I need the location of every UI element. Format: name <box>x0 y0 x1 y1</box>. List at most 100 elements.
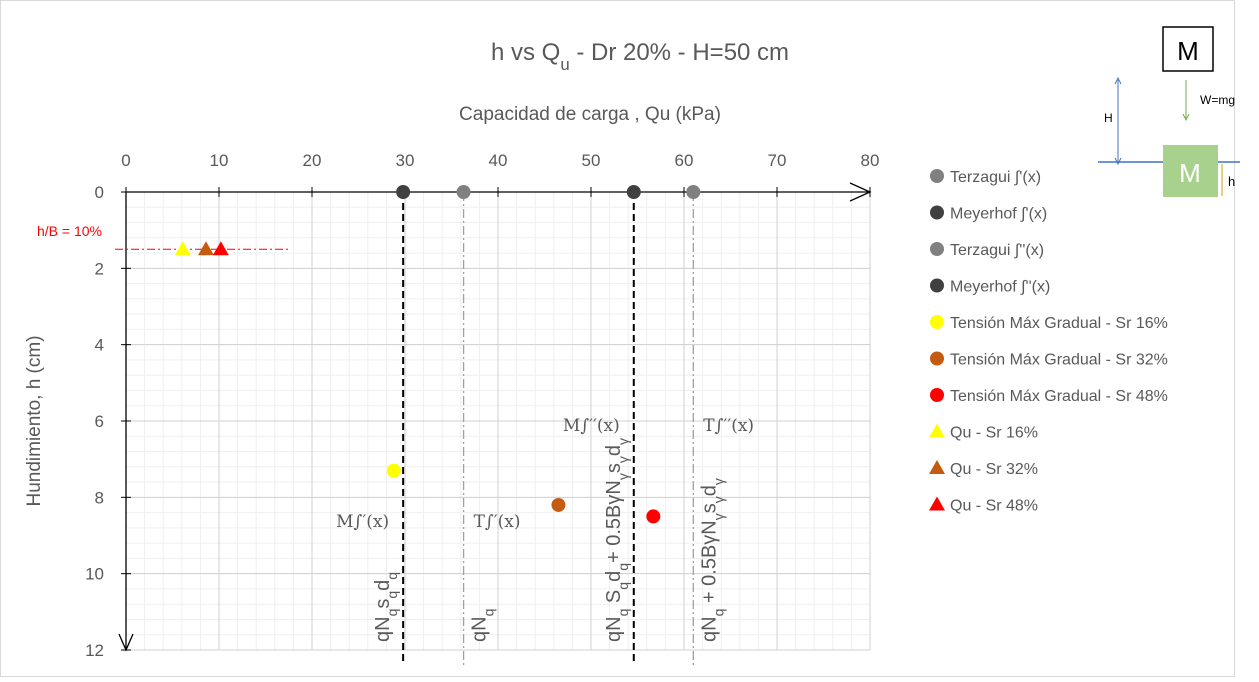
text-part: h vs Q <box>491 39 560 66</box>
y-tick-label: 8 <box>95 488 104 507</box>
data-point <box>197 241 214 256</box>
legend-label: Qu - Sr 16% <box>950 425 1038 442</box>
subscript: γ <box>615 438 631 445</box>
text-part: s <box>603 463 625 473</box>
text-part: qN <box>698 616 720 642</box>
legend-marker <box>930 205 944 220</box>
legend-marker <box>929 423 945 438</box>
text-part: - Dr 20% - H=50 cm <box>570 39 789 66</box>
x-tick-label: 70 <box>768 151 787 170</box>
text-part: S <box>603 590 625 609</box>
legend-label: Tensión Máx Gradual - Sr 48% <box>950 388 1168 405</box>
legend-marker <box>930 278 944 293</box>
text-part: d <box>372 580 394 591</box>
text-part: qN <box>603 616 625 642</box>
x-tick-label: 60 <box>675 151 694 170</box>
chart-title: h vs Qu - Dr 20% - H=50 cm <box>491 39 789 74</box>
subscript: γ <box>615 473 631 480</box>
data-point <box>551 497 566 512</box>
y-axis <box>118 192 134 652</box>
inset-label: M <box>1177 36 1199 66</box>
x-tick-label: 40 <box>489 151 508 170</box>
y-tick-label: 2 <box>95 259 104 278</box>
subscript: q <box>384 609 400 617</box>
x-axis-title: Capacidad de carga , Qu (kPa) <box>459 104 721 125</box>
formula-label: qNq <box>469 609 497 642</box>
legend-label: Meyerhof ∫'(x) <box>950 206 1047 223</box>
legend-marker <box>930 388 944 402</box>
data-point <box>686 185 701 199</box>
inset-label: H <box>1104 111 1113 125</box>
legend-marker <box>930 242 944 256</box>
y-tick-label: 10 <box>85 565 104 584</box>
text-part: s <box>698 503 720 513</box>
subscript: u <box>560 55 569 74</box>
text-part: d <box>603 445 625 456</box>
subscript: q <box>615 609 631 617</box>
formula-note: T∫′′(x) <box>703 416 754 436</box>
legend-label: Terzagui ∫'(x) <box>950 169 1041 186</box>
subscript: q <box>384 572 400 580</box>
chart-border <box>0 0 1235 677</box>
data-point <box>174 241 191 256</box>
legend-label: Terzagui ∫''(x) <box>950 242 1044 259</box>
x-tick-label: 10 <box>210 151 229 170</box>
formula-note: M∫′′(x) <box>563 416 620 436</box>
subscript: γ <box>615 456 631 463</box>
formula-note: M∫′(x) <box>336 512 389 532</box>
text-part: qN <box>372 616 394 642</box>
legend-marker <box>929 496 945 511</box>
subscript: q <box>710 609 726 617</box>
text-part: d <box>698 485 720 496</box>
inset-label: M <box>1179 158 1201 188</box>
y-tick-label: 4 <box>95 336 104 355</box>
data-point <box>386 463 401 478</box>
inset-box <box>1162 26 1214 72</box>
data-point <box>212 241 229 256</box>
subscript: γ <box>710 496 726 503</box>
text-part: qN <box>469 616 491 642</box>
formula-label: qNq Sqdq+ 0.5BγNγsγdγ <box>603 438 631 642</box>
subscript: q <box>384 591 400 599</box>
data-point <box>626 185 641 199</box>
text-part: + 0.5BγN <box>603 480 625 563</box>
legend-marker <box>930 351 944 366</box>
y-tick-label: 0 <box>95 183 104 202</box>
subscript: q <box>481 609 497 617</box>
legend-label: Qu - Sr 48% <box>950 498 1038 515</box>
inset-arrow <box>1114 76 1122 166</box>
formula-label: qNqsqdq <box>372 572 400 642</box>
formula-note: T∫′(x) <box>474 512 521 532</box>
x-tick-label: 20 <box>303 151 322 170</box>
subscript: γ <box>710 478 726 485</box>
inset-block <box>1163 145 1218 197</box>
legend-label: Meyerhof ∫''(x) <box>950 279 1050 296</box>
y-tick-label: 6 <box>95 412 104 431</box>
legend-label: Tensión Máx Gradual - Sr 16% <box>950 315 1168 332</box>
legend-label: Tensión Máx Gradual - Sr 32% <box>950 352 1168 369</box>
subscript: q <box>615 582 631 590</box>
y-axis-title: Hundimiento, h (cm) <box>24 335 45 506</box>
subscript: q <box>615 563 631 571</box>
data-point <box>646 509 661 524</box>
legend-label: Qu - Sr 32% <box>950 461 1038 478</box>
legend-marker <box>930 315 944 329</box>
data-point <box>396 185 411 199</box>
x-tick-label: 30 <box>396 151 415 170</box>
legend-marker <box>930 169 944 183</box>
x-tick-label: 50 <box>582 151 601 170</box>
x-tick-label: 0 <box>121 151 130 170</box>
legend-marker <box>929 460 945 474</box>
inset-label: h <box>1228 174 1235 189</box>
text-part: s <box>372 599 394 609</box>
y-tick-label: 12 <box>85 641 104 660</box>
reference-label: h/B = 10% <box>37 223 102 239</box>
formula-label: qNq + 0.5BγNγsγdγ <box>698 478 726 642</box>
text-part: d <box>603 571 625 582</box>
inset-arrow <box>1182 80 1190 122</box>
data-point <box>456 185 471 199</box>
inset-label: W=mg <box>1200 93 1235 107</box>
x-tick-label: 80 <box>861 151 880 170</box>
text-part: + 0.5BγN <box>698 520 720 608</box>
